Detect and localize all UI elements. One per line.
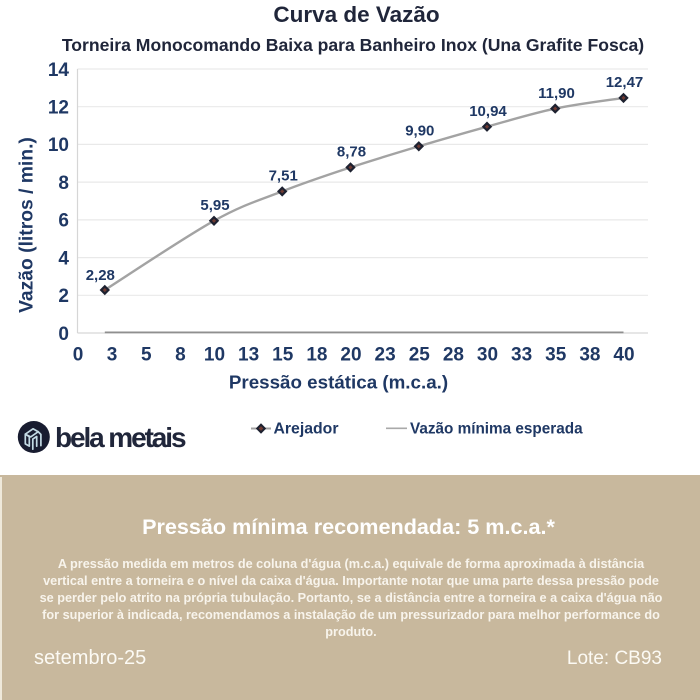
svg-text:6: 6 bbox=[58, 211, 69, 232]
svg-text:7,51: 7,51 bbox=[269, 168, 298, 185]
svg-text:Vazão mínima esperada: Vazão mínima esperada bbox=[410, 421, 583, 438]
svg-text:12: 12 bbox=[48, 98, 69, 119]
svg-text:Arejador: Arejador bbox=[274, 421, 339, 438]
svg-text:18: 18 bbox=[306, 345, 327, 366]
svg-text:Pressão estática (m.c.a.): Pressão estática (m.c.a.) bbox=[229, 372, 448, 393]
svg-text:8: 8 bbox=[58, 173, 69, 194]
svg-text:10: 10 bbox=[204, 345, 225, 366]
svg-text:11,90: 11,90 bbox=[538, 85, 575, 102]
svg-text:30: 30 bbox=[477, 345, 498, 366]
svg-text:5: 5 bbox=[141, 345, 152, 366]
svg-text:38: 38 bbox=[579, 345, 600, 366]
svg-text:40: 40 bbox=[613, 345, 634, 366]
svg-text:9,90: 9,90 bbox=[405, 123, 434, 140]
svg-text:5,95: 5,95 bbox=[200, 197, 229, 214]
svg-text:23: 23 bbox=[375, 345, 396, 366]
svg-text:15: 15 bbox=[272, 345, 294, 366]
svg-text:35: 35 bbox=[545, 345, 567, 366]
svg-text:13: 13 bbox=[238, 345, 259, 366]
svg-text:14: 14 bbox=[48, 60, 70, 81]
svg-text:12,47: 12,47 bbox=[606, 74, 644, 91]
svg-text:25: 25 bbox=[409, 345, 431, 366]
svg-text:8,78: 8,78 bbox=[337, 144, 366, 161]
svg-text:0: 0 bbox=[58, 324, 69, 345]
svg-text:20: 20 bbox=[340, 345, 361, 366]
svg-text:8: 8 bbox=[175, 345, 186, 366]
svg-text:10: 10 bbox=[48, 135, 69, 156]
svg-text:4: 4 bbox=[58, 248, 69, 269]
svg-text:2,28: 2,28 bbox=[86, 267, 115, 284]
svg-text:3: 3 bbox=[107, 345, 118, 366]
svg-text:0: 0 bbox=[73, 345, 84, 366]
svg-text:28: 28 bbox=[443, 345, 464, 366]
svg-text:10,94: 10,94 bbox=[469, 103, 507, 120]
svg-text:Vazão (litros / min.): Vazão (litros / min.) bbox=[17, 137, 38, 313]
svg-text:33: 33 bbox=[511, 345, 532, 366]
svg-text:2: 2 bbox=[58, 286, 69, 307]
